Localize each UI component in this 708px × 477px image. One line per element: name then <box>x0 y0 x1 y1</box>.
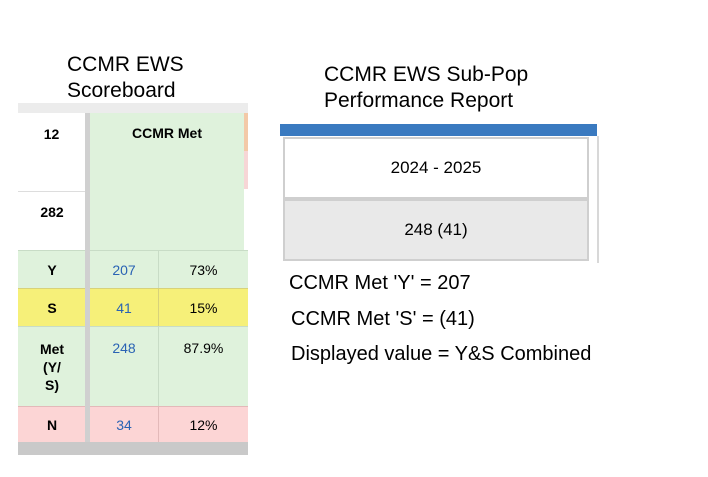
report-year-cell: 2024 - 2025 <box>283 137 589 199</box>
scoreboard-row-met-pct: 87.9% <box>158 326 248 406</box>
scoreboard-header-left-top-value: 12 <box>43 126 60 142</box>
scoreboard-column-divider <box>85 113 90 443</box>
scoreboard-row-y-pct: 73% <box>158 250 248 288</box>
scoreboard-row-s-count[interactable]: 41 <box>90 288 158 326</box>
scoreboard-header-top-left: 12 <box>18 113 86 191</box>
scoreboard-bottom-scrollbar[interactable] <box>18 442 248 455</box>
scoreboard-header-ccmr-met-label: CCMR Met <box>132 125 202 141</box>
scoreboard-row-n-pct: 12% <box>158 406 248 443</box>
scoreboard-row-met-label: Met (Y/ S) <box>18 326 86 406</box>
note-line2: CCMR Met 'S' = (41) <box>291 308 475 330</box>
scoreboard-row-met-label-line2: (Y/ <box>43 358 61 375</box>
report-right-border <box>597 136 599 263</box>
note-line3: Displayed value = Y&S Combined <box>291 343 592 365</box>
scoreboard-row-s-pct: 15% <box>158 288 248 326</box>
report-value-cell[interactable]: 248 (41) <box>283 199 589 261</box>
report-year: 2024 - 2025 <box>390 158 482 177</box>
scoreboard-edge-orange <box>244 113 248 151</box>
scoreboard-header-ccmr-met: CCMR Met <box>90 113 244 250</box>
scoreboard-title: CCMR EWS Scoreboard <box>67 52 184 104</box>
scoreboard-header-bottom-left: 282 <box>18 191 86 250</box>
report-title: CCMR EWS Sub-Pop Performance Report <box>324 62 528 114</box>
scoreboard-row-y-label: Y <box>18 250 86 288</box>
scoreboard-edge-pink <box>244 151 248 189</box>
scoreboard-row-met-label-line3: S) <box>45 376 59 393</box>
scoreboard-row-s-label: S <box>18 288 86 326</box>
scoreboard-row-met-label-line1: Met <box>39 340 65 357</box>
report-header-bar <box>280 124 597 136</box>
report-title-line1: CCMR EWS Sub-Pop <box>324 63 529 86</box>
report-value: 248 (41) <box>404 220 468 239</box>
report-title-line2: Performance Report <box>324 89 514 112</box>
scoreboard-title-line1: CCMR EWS <box>67 53 184 76</box>
scoreboard-row-met-count[interactable]: 248 <box>90 326 158 406</box>
scoreboard-row-n-count[interactable]: 34 <box>90 406 158 443</box>
scoreboard-top-border <box>18 103 248 113</box>
scoreboard-row-y-count[interactable]: 207 <box>90 250 158 288</box>
scoreboard-header-left-bottom-value: 282 <box>40 204 64 220</box>
scoreboard-row-n-label: N <box>18 406 86 443</box>
scoreboard-title-line2: Scoreboard <box>67 79 176 102</box>
note-line1: CCMR Met 'Y' = 207 <box>289 272 471 294</box>
